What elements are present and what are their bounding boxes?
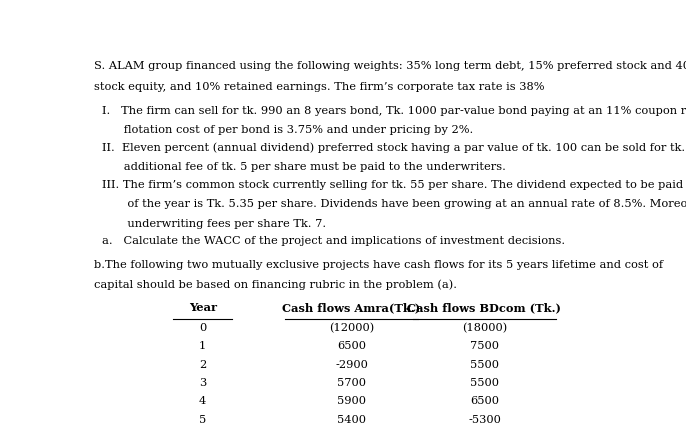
Text: Cash flows BDcom (Tk.): Cash flows BDcom (Tk.): [407, 303, 561, 313]
Text: 7500: 7500: [470, 341, 499, 351]
Text: 5900: 5900: [337, 396, 366, 406]
Text: 2: 2: [199, 360, 206, 369]
Text: 6500: 6500: [337, 341, 366, 351]
Text: Cash flows Amra(Tk.): Cash flows Amra(Tk.): [283, 303, 421, 313]
Text: II.  Eleven percent (annual dividend) preferred stock having a par value of tk. : II. Eleven percent (annual dividend) pre…: [102, 143, 686, 153]
Text: (12000): (12000): [329, 323, 374, 333]
Text: capital should be based on financing rubric in the problem (a).: capital should be based on financing rub…: [94, 279, 457, 290]
Text: I.   The firm can sell for tk. 990 an 8 years bond, Tk. 1000 par-value bond payi: I. The firm can sell for tk. 990 an 8 ye…: [102, 106, 686, 116]
Text: 0: 0: [199, 323, 206, 333]
Text: III. The firm’s common stock currently selling for tk. 55 per share. The dividen: III. The firm’s common stock currently s…: [102, 180, 686, 190]
Text: stock equity, and 10% retained earnings. The firm’s corporate tax rate is 38%: stock equity, and 10% retained earnings.…: [94, 82, 544, 92]
Text: -2900: -2900: [335, 360, 368, 369]
Text: 5400: 5400: [337, 415, 366, 425]
Text: 5700: 5700: [337, 378, 366, 388]
Text: additional fee of tk. 5 per share must be paid to the underwriters.: additional fee of tk. 5 per share must b…: [102, 162, 506, 172]
Text: 3: 3: [199, 378, 206, 388]
Text: 5500: 5500: [470, 360, 499, 369]
Text: 5: 5: [199, 415, 206, 425]
Text: 4: 4: [199, 396, 206, 406]
Text: 6500: 6500: [470, 396, 499, 406]
Text: Year: Year: [189, 303, 217, 313]
Text: -5300: -5300: [468, 415, 501, 425]
Text: a.   Calculate the WACC of the project and implications of investment decisions.: a. Calculate the WACC of the project and…: [102, 236, 565, 246]
Text: 5500: 5500: [470, 378, 499, 388]
Text: flotation cost of per bond is 3.75% and under pricing by 2%.: flotation cost of per bond is 3.75% and …: [102, 125, 473, 135]
Text: (18000): (18000): [462, 323, 507, 333]
Text: of the year is Tk. 5.35 per share. Dividends have been growing at an annual rate: of the year is Tk. 5.35 per share. Divid…: [102, 199, 686, 209]
Text: underwriting fees per share Tk. 7.: underwriting fees per share Tk. 7.: [102, 218, 326, 228]
Text: 1: 1: [199, 341, 206, 351]
Text: b.The following two mutually exclusive projects have cash flows for its 5 years : b.The following two mutually exclusive p…: [94, 260, 663, 270]
Text: S. ALAM group financed using the following weights: 35% long term debt, 15% pref: S. ALAM group financed using the followi…: [94, 61, 686, 71]
